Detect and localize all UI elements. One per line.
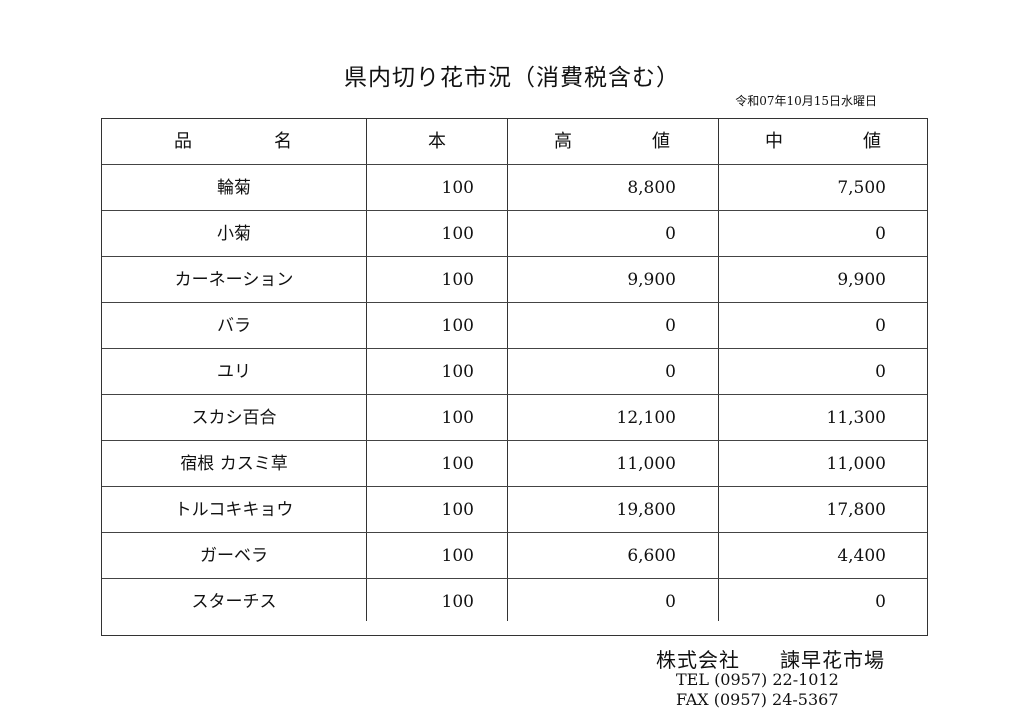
mid-price: 0: [875, 362, 886, 382]
item-name: スカシ百合: [191, 408, 277, 428]
high-price: 9,900: [627, 270, 676, 290]
mid-price: 11,000: [826, 454, 886, 474]
high-price: 0: [665, 316, 676, 336]
item-name: トルコキキョウ: [174, 500, 294, 520]
high-price: 0: [665, 592, 676, 612]
item-name: ガーベラ: [200, 546, 268, 566]
header-high-a: 高: [554, 131, 572, 152]
row-divider: [102, 578, 927, 579]
item-count: 100: [441, 408, 474, 428]
mid-price: 0: [875, 224, 886, 244]
header-name-b: 名: [274, 131, 292, 152]
item-count: 100: [441, 546, 474, 566]
high-price: 19,800: [616, 500, 676, 520]
mid-price: 17,800: [826, 500, 886, 520]
item-name: バラ: [217, 316, 251, 336]
company-name: 株式会社 諫早花市場: [656, 644, 885, 673]
row-divider: [102, 210, 927, 211]
high-price: 0: [665, 362, 676, 382]
column-divider: [507, 119, 508, 621]
item-count: 100: [441, 500, 474, 520]
item-name: ユリ: [217, 362, 251, 382]
column-divider: [718, 119, 719, 621]
row-divider: [102, 440, 927, 441]
mid-price: 0: [875, 316, 886, 336]
high-price: 8,800: [627, 178, 676, 198]
header-mid-a: 中: [765, 131, 783, 152]
page-title: 県内切り花市況（消費税含む）: [344, 65, 680, 91]
item-name: 宿根 カスミ草: [180, 454, 288, 474]
high-price: 11,000: [616, 454, 676, 474]
item-count: 100: [441, 224, 474, 244]
row-divider: [102, 486, 927, 487]
row-divider: [102, 532, 927, 533]
company-type: 株式会社: [656, 648, 740, 672]
report-date: 令和07年10月15日水曜日: [735, 94, 877, 108]
header-high-b: 値: [652, 131, 670, 152]
row-divider: [102, 256, 927, 257]
item-count: 100: [441, 316, 474, 336]
market-price-table: 品 名 本 高 値 中 値 輪菊 100 8,800 7,500 小菊 100 0 0 カーネー…: [101, 118, 928, 636]
header-mid-b: 値: [863, 131, 881, 152]
item-count: 100: [441, 592, 474, 612]
mid-price: 11,300: [826, 408, 886, 428]
mid-price: 9,900: [837, 270, 886, 290]
tel-number: TEL (0957) 22-1012: [676, 670, 839, 689]
mid-price: 7,500: [837, 178, 886, 198]
high-price: 12,100: [616, 408, 676, 428]
fax-number: FAX (0957) 24-5367: [676, 690, 839, 709]
mid-price: 0: [875, 592, 886, 612]
mid-price: 4,400: [837, 546, 886, 566]
header-count: 本: [428, 131, 446, 152]
item-count: 100: [441, 178, 474, 198]
item-count: 100: [441, 454, 474, 474]
row-divider: [102, 164, 927, 165]
item-count: 100: [441, 362, 474, 382]
row-divider: [102, 302, 927, 303]
column-divider: [366, 119, 367, 621]
item-name: 輪菊: [217, 178, 251, 198]
item-name: カーネーション: [174, 270, 294, 290]
item-count: 100: [441, 270, 474, 290]
company-title: 諫早花市場: [780, 648, 885, 672]
row-divider: [102, 348, 927, 349]
row-divider: [102, 394, 927, 395]
header-name-a: 品: [174, 131, 192, 152]
item-name: スターチス: [191, 592, 277, 612]
high-price: 0: [665, 224, 676, 244]
high-price: 6,600: [627, 546, 676, 566]
item-name: 小菊: [217, 224, 251, 244]
